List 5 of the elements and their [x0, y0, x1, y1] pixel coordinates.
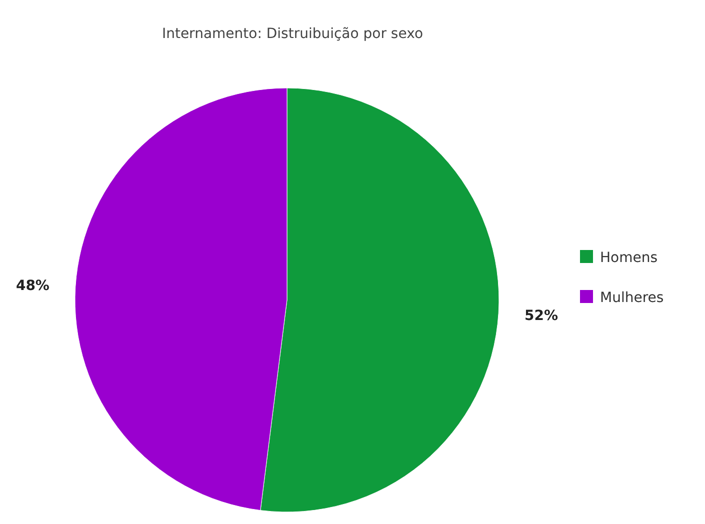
legend-label: Mulheres — [600, 290, 664, 306]
data-label: 52% — [524, 308, 558, 324]
chart-title: Internamento: Distruibuição por sexo — [162, 26, 424, 42]
data-label: 48% — [16, 278, 50, 294]
legend-label: Homens — [600, 250, 658, 266]
